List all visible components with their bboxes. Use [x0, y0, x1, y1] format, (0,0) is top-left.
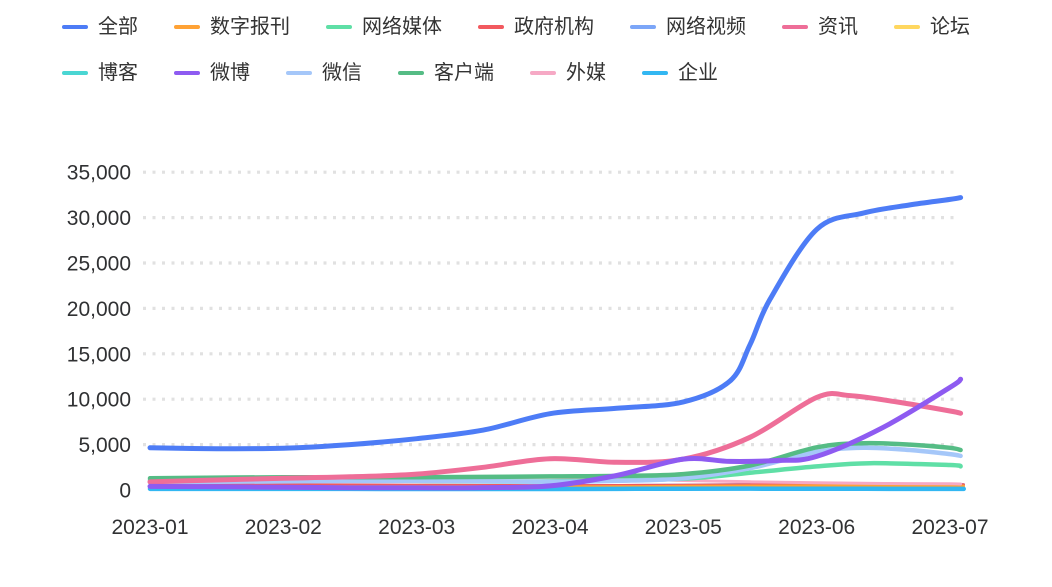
y-axis-labels: 0 5,000 10,000 15,000 20,000 25,000 30,000 35,0… [67, 162, 131, 503]
legend-label: 企业 [678, 62, 718, 84]
legend-item-微信[interactable]: 微信 [286, 62, 362, 84]
chart-legend: 全部 数字报刊 网络媒体 政府机构 网络视频 资讯 论坛博客 微博 微信 客户端 外媒 企业 [62, 16, 1006, 84]
legend-swatch-icon [630, 25, 656, 29]
legend-label: 微信 [322, 62, 362, 84]
legend-item-数字报刊[interactable]: 数字报刊 [174, 16, 290, 38]
legend-swatch-icon [326, 25, 352, 29]
series-line-微博 [147, 376, 964, 491]
x-axis-labels: 2023-01 2023-02 2023-03 2023-04 2023-05 2023-… [111, 516, 988, 539]
legend-swatch-icon [174, 71, 200, 75]
legend-swatch-icon [478, 25, 504, 29]
x-tick-label: 2023-03 [378, 516, 455, 539]
legend-swatch-icon [642, 71, 668, 75]
legend-item-客户端[interactable]: 客户端 [398, 62, 494, 84]
legend-swatch-icon [62, 25, 88, 29]
series-line-资讯 [147, 391, 964, 485]
x-tick-label: 2023-01 [111, 516, 188, 539]
legend-label: 外媒 [566, 62, 606, 84]
legend-item-政府机构[interactable]: 政府机构 [478, 16, 594, 38]
legend-label: 博客 [98, 62, 138, 84]
x-tick-label: 2023-05 [645, 516, 722, 539]
legend-swatch-icon [782, 25, 808, 29]
legend-swatch-icon [62, 71, 88, 75]
y-tick-label: 5,000 [78, 434, 131, 457]
legend-swatch-icon [530, 71, 556, 75]
legend-label: 全部 [98, 16, 138, 38]
legend-item-全部[interactable]: 全部 [62, 16, 138, 38]
legend-item-微博[interactable]: 微博 [174, 62, 250, 84]
legend-swatch-icon [286, 71, 312, 75]
gridlines [143, 170, 957, 447]
legend-item-博客[interactable]: 博客 [62, 62, 138, 84]
series-line-微信 [147, 445, 963, 485]
y-tick-label: 20,000 [67, 298, 131, 321]
legend-item-外媒[interactable]: 外媒 [530, 62, 606, 84]
legend-item-企业[interactable]: 企业 [642, 62, 718, 84]
y-tick-label: 25,000 [67, 253, 131, 276]
legend-label: 政府机构 [514, 16, 594, 38]
legend-label: 数字报刊 [210, 16, 290, 38]
legend-swatch-icon [174, 25, 200, 29]
x-tick-label: 2023-04 [511, 516, 588, 539]
legend-swatch-icon [894, 25, 920, 29]
series-lines [147, 195, 966, 492]
legend-item-资讯[interactable]: 资讯 [782, 16, 858, 38]
series-line-全部 [147, 195, 964, 452]
y-tick-label: 10,000 [67, 389, 131, 412]
legend-item-论坛[interactable]: 论坛 [894, 16, 970, 38]
legend-label: 客户端 [434, 62, 494, 84]
legend-label: 网络视频 [666, 16, 746, 38]
legend-label: 论坛 [930, 16, 970, 38]
x-tick-label: 2023-07 [911, 516, 988, 539]
legend-item-网络视频[interactable]: 网络视频 [630, 16, 746, 38]
y-tick-label: 30,000 [67, 207, 131, 230]
legend-swatch-icon [398, 71, 424, 75]
y-tick-label: 0 [119, 480, 131, 503]
y-tick-label: 35,000 [67, 162, 131, 185]
legend-label: 资讯 [818, 16, 858, 38]
legend-label: 微博 [210, 62, 250, 84]
x-tick-label: 2023-06 [778, 516, 855, 539]
y-tick-label: 15,000 [67, 343, 131, 366]
legend-label: 网络媒体 [362, 16, 442, 38]
x-tick-label: 2023-02 [245, 516, 322, 539]
legend-item-网络媒体[interactable]: 网络媒体 [326, 16, 442, 38]
